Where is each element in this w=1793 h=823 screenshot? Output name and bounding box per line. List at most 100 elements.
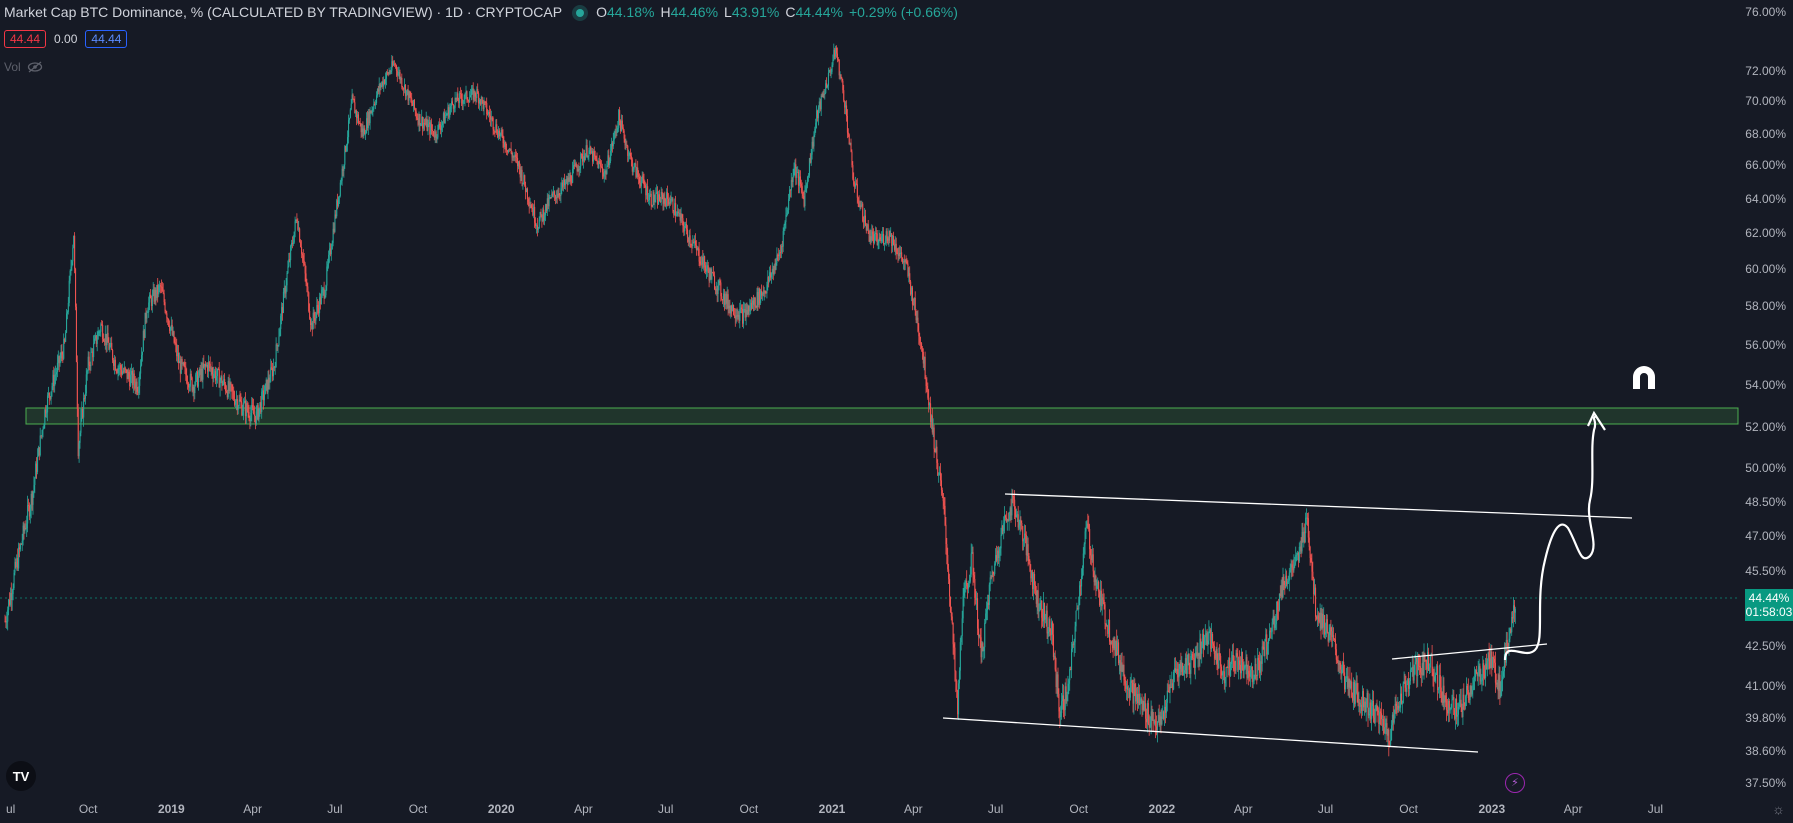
candle-body — [187, 383, 189, 384]
candle-body — [17, 558, 19, 569]
candle-body — [846, 105, 848, 116]
channel-bottom-trendline[interactable] — [942, 717, 1479, 753]
candle-body — [184, 366, 186, 368]
candle-body — [1409, 669, 1411, 682]
candle-body — [387, 72, 389, 75]
candle-body — [75, 306, 77, 362]
candle-body — [1369, 702, 1371, 714]
candle-body — [736, 315, 738, 317]
candle-body — [775, 262, 777, 270]
candle-body — [1171, 683, 1173, 688]
y-tick-label: 58.00% — [1745, 299, 1786, 313]
candle-body — [310, 318, 312, 325]
candle-body — [1005, 517, 1007, 522]
candle-body — [1101, 597, 1103, 607]
candle-body — [470, 89, 472, 96]
candle-body — [1505, 639, 1507, 663]
candle-body — [1403, 681, 1405, 684]
candle-body — [226, 391, 228, 398]
gear-icon[interactable]: ☼ — [1772, 801, 1785, 817]
candle-body — [154, 290, 156, 302]
candle-body — [794, 164, 796, 169]
candle-body — [1341, 667, 1343, 675]
candle-body — [227, 380, 229, 398]
candle-body — [790, 179, 792, 191]
candle-body — [437, 125, 439, 138]
candle-body — [323, 288, 325, 299]
candle-body — [260, 402, 262, 412]
lightning-icon[interactable]: ⚡ — [1505, 773, 1525, 793]
candle-body — [1162, 711, 1164, 718]
candle-body — [944, 505, 946, 525]
candle-body — [258, 408, 260, 420]
candle-body — [309, 311, 311, 319]
candle-body — [217, 368, 219, 370]
support-zone[interactable] — [25, 407, 1739, 425]
candle-body — [266, 379, 268, 393]
magnet-icon[interactable] — [1633, 366, 1655, 389]
projection-path[interactable] — [1503, 414, 1598, 661]
candle-body — [1134, 684, 1136, 687]
candle-body — [1142, 701, 1144, 710]
candle-body — [926, 386, 928, 389]
candle-body — [1118, 660, 1120, 664]
symbol-title[interactable]: Market Cap BTC Dominance, % (CALCULATED … — [4, 4, 563, 20]
candle-body — [352, 94, 354, 99]
candle-body — [498, 130, 500, 137]
candle-body — [940, 480, 942, 491]
candle-body — [188, 386, 190, 388]
candle-body — [1402, 683, 1404, 704]
candle-body — [1395, 704, 1397, 706]
breakout-trendline[interactable] — [1391, 643, 1548, 660]
candle-body — [684, 227, 686, 232]
candle-body — [413, 100, 415, 109]
candle-body — [817, 107, 819, 119]
candle-body — [680, 214, 682, 221]
candle-body — [962, 595, 964, 619]
candle-body — [1287, 580, 1289, 582]
candle-body — [302, 255, 304, 261]
candle-body — [1136, 694, 1138, 702]
eye-crossed-icon[interactable] — [27, 61, 43, 73]
candle-body — [666, 192, 668, 206]
channel-top-trendline[interactable] — [1004, 493, 1633, 519]
candle-body — [559, 195, 561, 197]
candle-body — [1368, 714, 1370, 716]
candle-body — [502, 135, 504, 143]
candle-body — [1105, 623, 1107, 627]
candle-body — [282, 307, 284, 313]
candle-body — [545, 204, 547, 216]
y-tick-label: 39.80% — [1745, 711, 1786, 725]
buy-badge[interactable]: 44.44 — [85, 30, 128, 48]
candle-body — [1288, 572, 1290, 581]
candle-body — [921, 348, 923, 353]
chart-legend: Market Cap BTC Dominance, % (CALCULATED … — [4, 4, 964, 20]
candle-body — [281, 307, 283, 316]
candle-body — [968, 583, 970, 589]
candle-body — [1495, 682, 1497, 685]
candle-body — [1435, 673, 1437, 675]
candle-body — [774, 265, 776, 270]
candle-body — [94, 335, 96, 339]
candle-body — [815, 122, 817, 129]
candle-body — [392, 61, 394, 66]
drawings[interactable] — [942, 410, 1633, 753]
candle-body — [1431, 654, 1433, 673]
candle-body — [766, 284, 768, 294]
sell-badge[interactable]: 44.44 — [4, 30, 47, 48]
candle-body — [483, 101, 485, 109]
candle-body — [301, 253, 303, 256]
candle-body — [20, 544, 22, 545]
tradingview-logo-icon[interactable]: TV — [6, 761, 36, 791]
candle-body — [938, 474, 940, 476]
candle-body — [353, 99, 355, 103]
candle-body — [125, 369, 127, 370]
x-tick-label: Apr — [574, 802, 593, 816]
candle-body — [1056, 674, 1058, 687]
volume-indicator[interactable]: Vol — [4, 60, 43, 74]
candle-body — [1175, 668, 1177, 672]
candle-body — [811, 141, 813, 155]
candle-body — [519, 167, 521, 178]
candle-body — [1475, 670, 1477, 673]
